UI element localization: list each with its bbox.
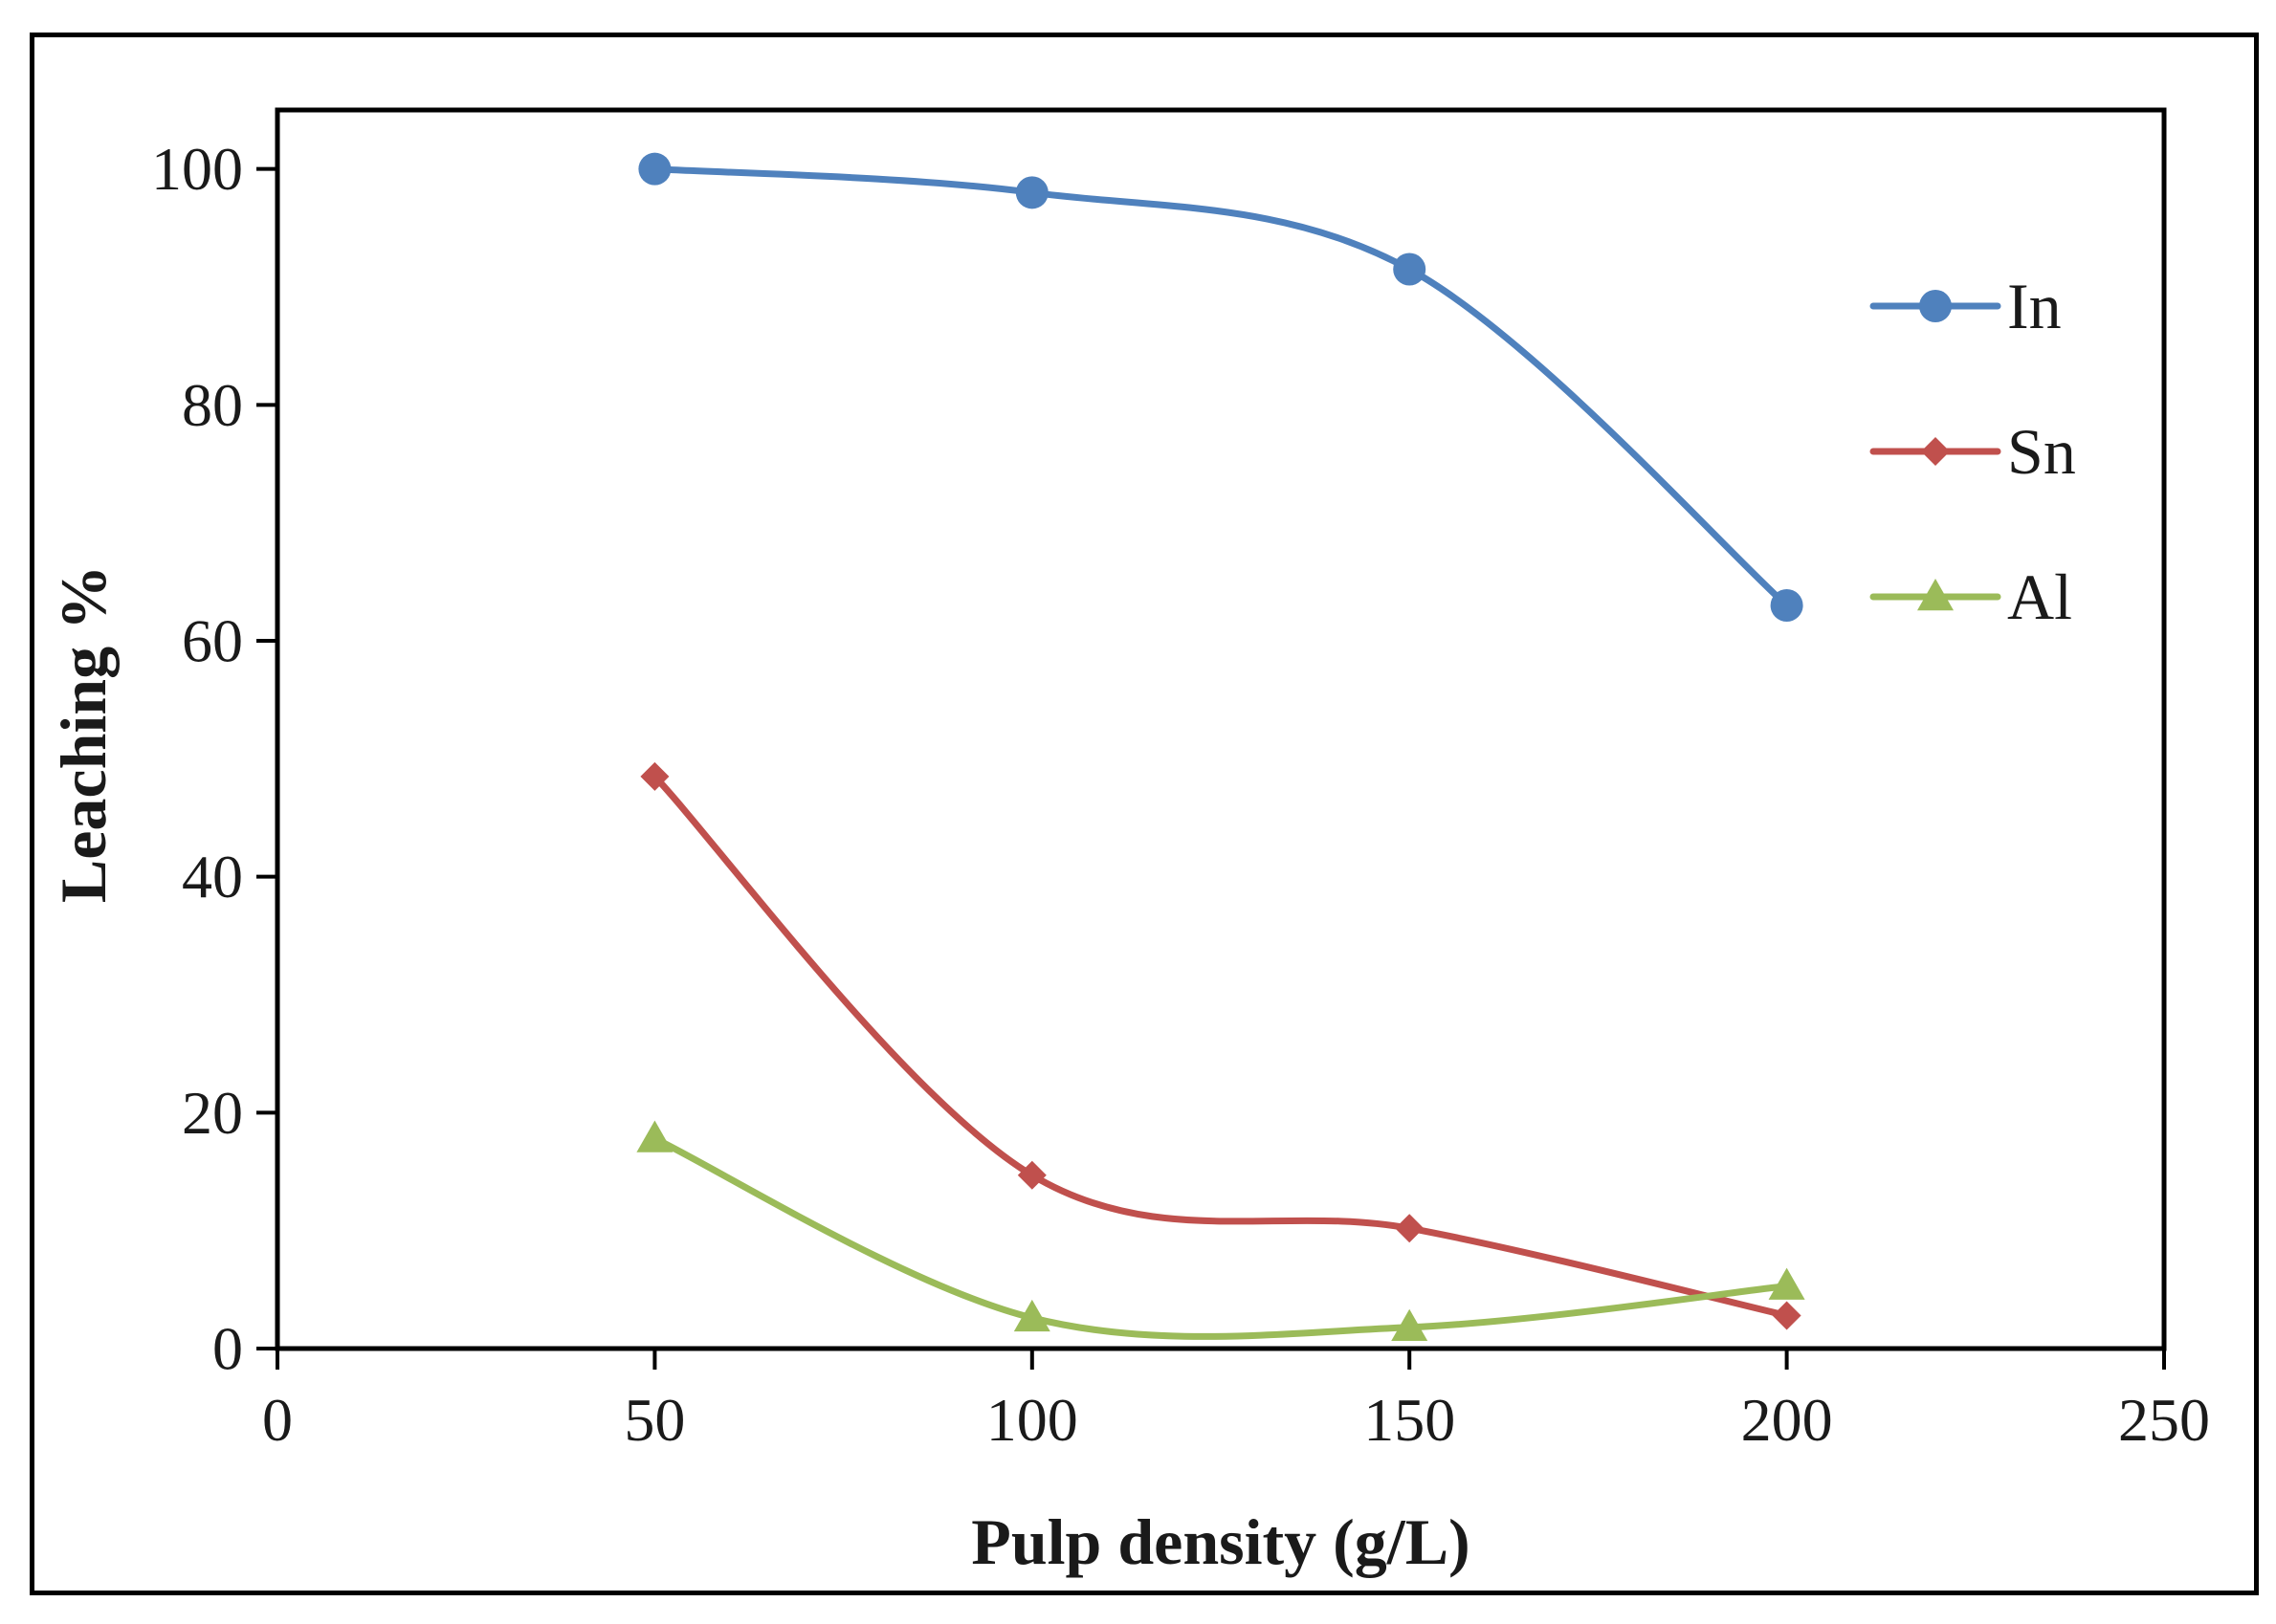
x-tick-label: 100 [986,1386,1078,1454]
data-point-in [638,152,672,186]
y-tick-label: 80 [182,371,243,439]
series-al [636,1120,1805,1342]
data-point-sn [640,761,670,791]
x-tick-label: 250 [2118,1386,2210,1454]
y-tick-label: 20 [182,1079,243,1147]
legend-item-al: Al [1869,560,2072,633]
series-sn [640,761,1801,1330]
legend-marker-in [1919,290,1952,322]
x-tick-label: 0 [262,1386,293,1454]
x-axis-title: Pulp density (g/L) [971,1505,1469,1578]
series-line-al [651,1134,1791,1340]
plot-area-border [275,107,2167,1351]
data-point-in [1393,252,1426,286]
legend-marker-sn [1921,437,1950,466]
y-tick-label: 40 [182,843,243,911]
y-tick-label: 0 [212,1315,243,1383]
legend-label-in: In [2007,270,2062,342]
data-point-sn [1017,1160,1047,1190]
y-tick-label: 60 [182,607,243,675]
y-tick-label: 100 [151,135,243,203]
series-line-sn [651,773,1791,1319]
series-line-in [651,165,1791,609]
legend-marker-al [1917,579,1954,611]
legend-label-sn: Sn [2007,415,2076,488]
series-in [638,152,1803,622]
legend-label-al: Al [2007,560,2072,633]
y-axis-title: Leaching % [47,565,120,903]
data-point-al [1013,1299,1050,1332]
data-point-in [1770,589,1803,622]
legend-item-in: In [1869,270,2062,342]
x-tick-label: 50 [624,1386,685,1454]
data-point-in [1015,176,1049,209]
data-point-sn [1395,1214,1425,1243]
data-point-sn [1772,1301,1801,1330]
legend-item-sn: Sn [1869,415,2076,488]
data-point-al [636,1120,674,1152]
data-point-al [1391,1308,1428,1342]
x-tick-label: 150 [1363,1386,1455,1454]
x-tick-label: 200 [1741,1386,1833,1454]
data-point-al [1768,1267,1805,1300]
